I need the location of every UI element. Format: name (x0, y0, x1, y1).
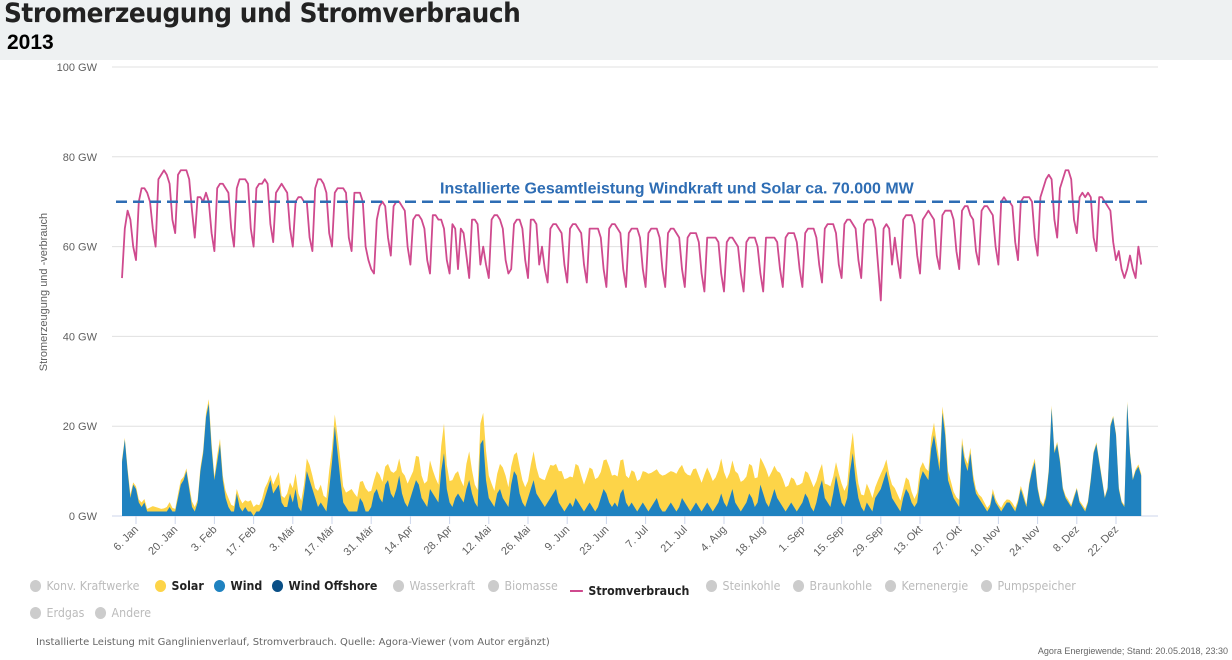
circle-marker-icon (30, 607, 42, 619)
legend-label: Wind (230, 579, 263, 593)
y-tick-label: 0 GW (69, 511, 98, 523)
y-tick-label: 20 GW (63, 421, 98, 433)
legend-label: Wasserkraft (409, 579, 476, 593)
x-tick-label: 1. Sep (777, 524, 808, 555)
annotation-label: Installierte Gesamtleistung Windkraft un… (440, 181, 915, 198)
circle-marker-icon (705, 580, 717, 592)
header: Stromerzeugung und Stromverbrauch 2013 (0, 0, 1232, 60)
legend-label: Kernenergie (901, 579, 968, 593)
y-tick-label: 60 GW (63, 242, 98, 254)
x-tick-label: 17. Feb (224, 524, 259, 559)
x-tick-label: 10. Nov (968, 523, 1004, 559)
y-tick-label: 100 GW (57, 62, 98, 74)
x-tick-label: 22. Dez (1086, 524, 1121, 559)
x-tick-label: 9. Jun (543, 524, 573, 554)
legend: Konv. Kraftwerke Solar Wind Wind Offshore Wa… (30, 575, 1210, 624)
legend-label: Konv. Kraftwerke (46, 579, 140, 593)
x-tick-label: 27. Okt (931, 524, 965, 558)
x-tick-label: 24. Nov (1007, 523, 1043, 559)
y-axis-label: Stromerzeugung und -verbrauch (38, 213, 50, 371)
stromverbrauch-line (121, 169, 1143, 302)
y-tick-label: 40 GW (63, 331, 98, 343)
wind-area (122, 403, 1142, 516)
x-tick-label: 23. Jun (578, 524, 612, 558)
source-credit: Agora Energiewende; Stand: 20.05.2018, 2… (1037, 646, 1228, 656)
x-tick-label: 7. Jul (624, 524, 651, 551)
circle-marker-icon (981, 580, 993, 592)
legend-item-kernenergie[interactable]: Kernenergie (884, 575, 968, 597)
legend-label: Braunkohle (809, 579, 872, 593)
circle-marker-icon (95, 607, 107, 619)
circle-marker-icon (154, 580, 166, 592)
circle-marker-icon (213, 580, 225, 592)
legend-label: Pumpspeicher (997, 579, 1076, 593)
caption: Installierte Leistung mit Ganglinienverl… (36, 637, 550, 648)
x-tick-label: 29. Sep (851, 524, 886, 559)
legend-item-stromverbrauch[interactable]: Stromverbrauch (570, 580, 689, 602)
circle-marker-icon (792, 580, 804, 592)
legend-label: Steinkohle (722, 579, 781, 593)
circle-marker-icon (393, 580, 405, 592)
legend-item-wasserkraft[interactable]: Wasserkraft (393, 575, 475, 597)
legend-item-wind-offshore[interactable]: Wind Offshore (272, 575, 378, 597)
year-subtitle: 2013 (7, 31, 54, 54)
x-tick-label: 4. Aug (699, 524, 730, 555)
y-tick-label: 80 GW (63, 152, 98, 164)
x-tick-label: 26. Mai (499, 524, 533, 558)
legend-item-solar[interactable]: Solar (154, 575, 204, 597)
legend-item-wind[interactable]: Wind (213, 575, 263, 597)
x-tick-label: 31. Mär (341, 523, 376, 558)
legend-label: Solar (171, 579, 204, 593)
legend-label: Biomasse (504, 579, 559, 593)
x-tick-label: 15. Sep (811, 524, 846, 559)
legend-item-pumpspeicher[interactable]: Pumpspeicher (981, 575, 1076, 597)
circle-marker-icon (488, 580, 500, 592)
x-tick-label: 3. Mär (267, 523, 298, 554)
legend-item-andere[interactable]: Andere (95, 602, 151, 624)
line-marker-icon (570, 590, 583, 592)
x-tick-label: 28. Apr (422, 523, 455, 556)
x-tick-label: 18. Aug (733, 524, 768, 559)
circle-marker-icon (884, 580, 896, 592)
x-tick-label: 12. Mai (460, 524, 494, 558)
circle-marker-icon (272, 580, 284, 592)
legend-item-steinkohle[interactable]: Steinkohle (705, 575, 781, 597)
x-tick-label: 3. Feb (189, 524, 220, 555)
x-tick-label: 8. Dez (1051, 524, 1082, 555)
legend-item-biomasse[interactable]: Biomasse (488, 575, 558, 597)
legend-label: Erdgas (46, 606, 85, 620)
x-tick-label: 17. Mär (302, 523, 337, 558)
x-tick-label: 20. Jan (146, 524, 180, 558)
x-tick-label: 13. Okt (892, 524, 926, 558)
legend-label: Andere (111, 606, 152, 620)
legend-item-erdgas[interactable]: Erdgas (30, 602, 84, 624)
legend-item-konv-kraftwerke[interactable]: Konv. Kraftwerke (30, 575, 139, 597)
x-tick-label: 14. Apr (382, 523, 415, 556)
x-tick-label: 6. Jan (111, 524, 141, 554)
chart: 0 GW 20 GW 40 GW 60 GW 80 GW 100 GW Stromerzeu… (38, 62, 1158, 559)
circle-marker-icon (30, 580, 42, 592)
page-title: Stromerzeugung und Stromverbrauch (4, 0, 521, 29)
x-tick-label: 21. Jul (659, 524, 690, 555)
legend-label: Stromverbrauch (588, 584, 690, 598)
legend-item-braunkohle[interactable]: Braunkohle (792, 575, 872, 597)
legend-label: Wind Offshore (288, 579, 378, 593)
